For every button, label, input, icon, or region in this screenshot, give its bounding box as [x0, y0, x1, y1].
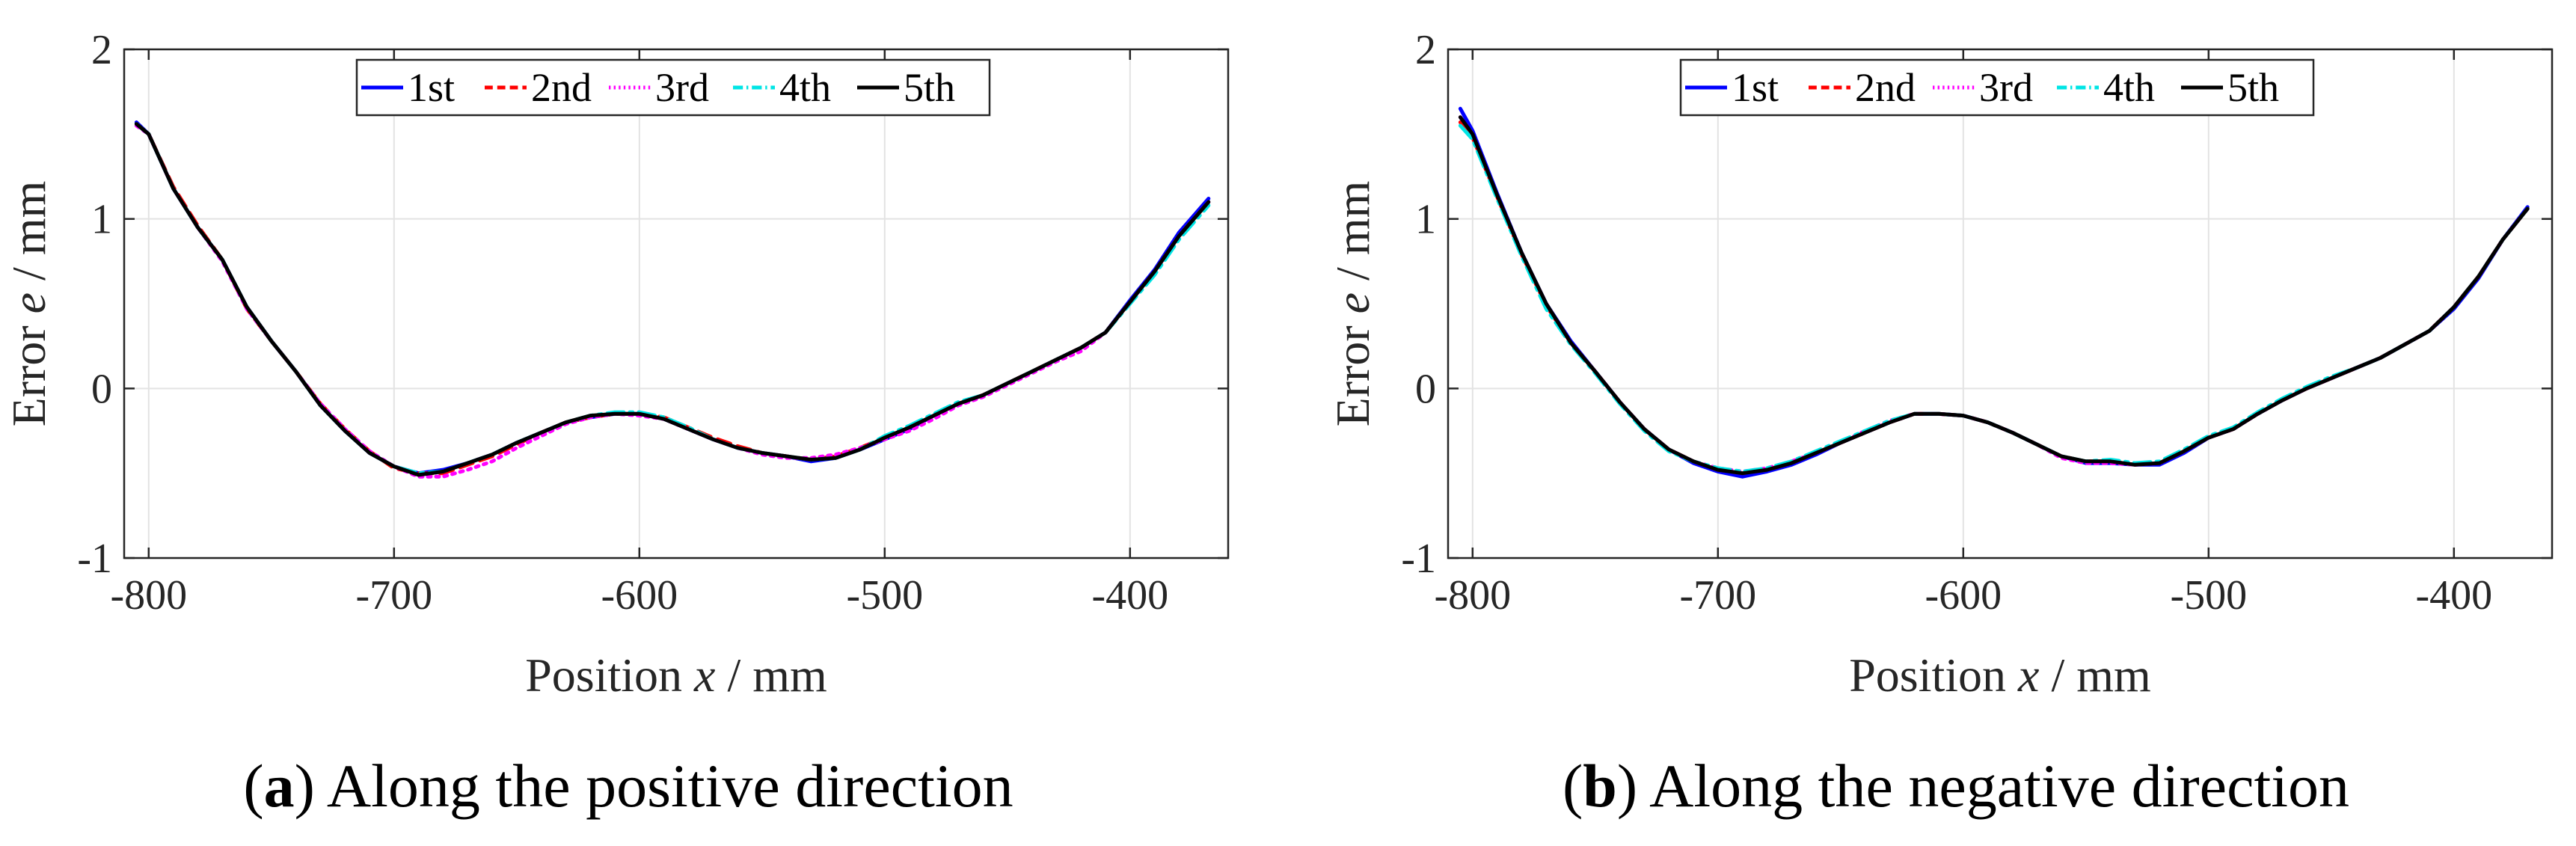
x-tick-label: -800	[110, 572, 187, 619]
y-tick-label: 0	[91, 366, 112, 412]
y-axis-label: Error e / mm	[1326, 181, 1379, 427]
legend-label-1st: 1st	[1732, 65, 1779, 110]
legend-label-2nd: 2nd	[531, 65, 592, 110]
series-line-2nd	[1458, 120, 2530, 476]
series-line-3rd	[1458, 115, 2530, 473]
x-axis-label: Position x / mm	[1849, 649, 2151, 702]
x-tick-label: -500	[2170, 572, 2247, 619]
legend: 1st 2nd 3rd 4th 5th	[355, 58, 991, 117]
legend: 1st 2nd 3rd 4th 5th	[1679, 58, 2315, 117]
x-axis-label: Position x / mm	[525, 649, 827, 702]
y-tick-label: 1	[91, 197, 112, 243]
x-tick-label: -500	[846, 572, 923, 619]
legend-label-2nd: 2nd	[1855, 65, 1916, 110]
y-tick-label: 0	[1415, 366, 1436, 412]
x-tick-label: -400	[1091, 572, 1168, 619]
series-line-1st	[1458, 106, 2530, 479]
x-tick-label: -700	[355, 572, 432, 619]
x-tick-label: -700	[1679, 572, 1756, 619]
series-line-4th	[1458, 123, 2530, 473]
y-axis-label: Error e / mm	[2, 181, 55, 427]
y-tick-label: 2	[1415, 27, 1436, 73]
legend-label-5th: 5th	[904, 65, 955, 110]
legend-label-3rd: 3rd	[655, 65, 709, 110]
y-tick-label: -1	[77, 536, 112, 582]
x-tick-label: -800	[1434, 572, 1511, 619]
y-tick-label: -1	[1401, 536, 1436, 582]
plot-frame	[123, 48, 1230, 560]
legend-label-4th: 4th	[2103, 65, 2155, 110]
x-tick-label: -600	[601, 572, 678, 619]
legend-label-5th: 5th	[2227, 65, 2279, 110]
plot-frame	[1447, 48, 2554, 560]
chart-panel-a: -800 -700 -600 -500 -400 -1 0 1 2 1st 2nd 3rd 4th 5t…	[2, 27, 1230, 702]
legend-label-1st: 1st	[408, 65, 455, 110]
legend-label-3rd: 3rd	[1979, 65, 2033, 110]
caption-a: (a) Along the positive direction	[243, 752, 1013, 820]
y-tick-label: 1	[1415, 197, 1436, 243]
caption-b: (b) Along the negative direction	[1563, 752, 2349, 820]
legend-label-4th: 4th	[779, 65, 831, 110]
chart-panel-b: -800 -700 -600 -500 -400 -1 0 1 2 1st 2nd 3rd 4th 5t…	[1326, 27, 2554, 702]
y-tick-label: 2	[91, 27, 112, 73]
x-tick-label: -400	[2415, 572, 2492, 619]
x-tick-label: -600	[1925, 572, 2002, 619]
legend-box	[1679, 58, 2315, 117]
series-line-5th	[134, 122, 1211, 477]
series-line-5th	[1458, 115, 2530, 476]
